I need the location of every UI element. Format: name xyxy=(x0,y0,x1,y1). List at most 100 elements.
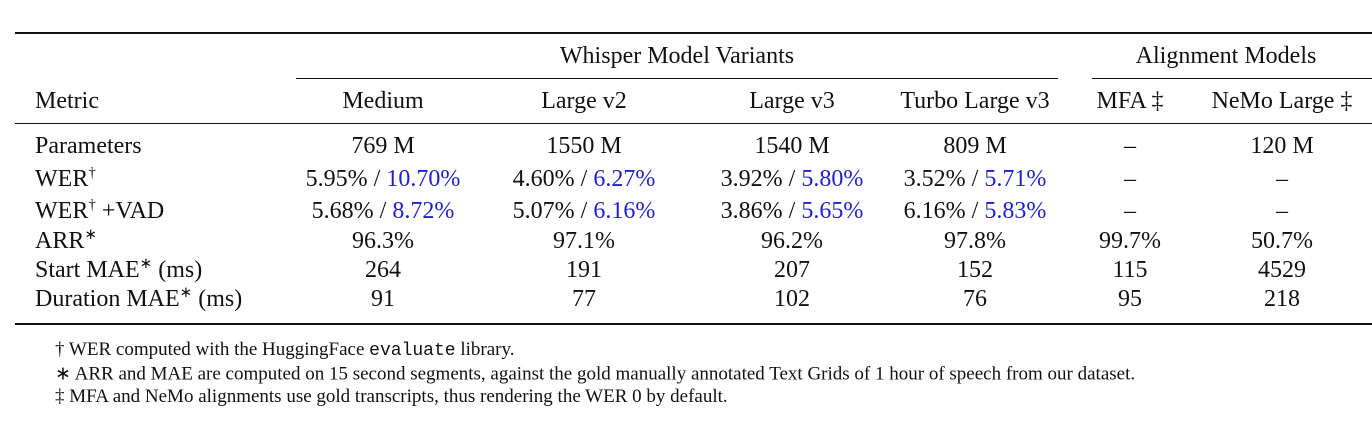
group-header: Whisper Model Variants xyxy=(559,43,795,69)
metric: WER xyxy=(35,198,89,224)
value: 6.16% xyxy=(903,198,966,224)
value-alt: 8.72% xyxy=(392,198,455,224)
column-header: Turbo Large v3 xyxy=(900,88,1050,114)
cell: 97.1% xyxy=(553,228,615,254)
footnote-symbol: ‡ xyxy=(55,386,65,407)
cell: 115 xyxy=(1112,257,1148,283)
footnote-mark: ∗ xyxy=(179,285,193,301)
row-label: ARR∗ xyxy=(35,227,97,255)
code: evaluate xyxy=(369,341,456,361)
separator: / xyxy=(379,198,387,224)
separator: / xyxy=(788,166,796,192)
bottom-rule xyxy=(15,323,1372,325)
value: 5.07% xyxy=(512,198,575,224)
group-rule xyxy=(1092,78,1372,79)
cell: 97.8% xyxy=(944,228,1006,254)
cell: 96.3% xyxy=(352,228,414,254)
value: 5.95% xyxy=(305,166,368,192)
column-header: Medium xyxy=(342,88,424,114)
cell: 3.52%/5.71% xyxy=(904,165,1047,193)
cell: – xyxy=(1124,133,1136,159)
cell: 264 xyxy=(365,257,401,283)
footnote-text: MFA and NeMo alignments use gold transcr… xyxy=(69,386,728,407)
cell: 77 xyxy=(572,286,596,312)
cell: 5.95%/10.70% xyxy=(306,165,461,193)
value-alt: 5.65% xyxy=(801,198,864,224)
value-alt: 6.16% xyxy=(593,198,656,224)
separator: / xyxy=(971,166,979,192)
footnote-symbol: † xyxy=(55,339,65,360)
cell: 769 M xyxy=(351,133,415,159)
cell: 5.68%/8.72% xyxy=(312,197,455,225)
column-header: MFA ‡ xyxy=(1096,88,1164,114)
metric: Duration MAE xyxy=(35,286,180,312)
cell: 6.16%/5.83% xyxy=(904,197,1047,225)
cell: 191 xyxy=(566,257,602,283)
cell: 1550 M xyxy=(546,133,622,159)
footnote-text: WER computed with the HuggingFace xyxy=(68,339,365,360)
footnote: ∗ ARR and MAE are computed on 15 second … xyxy=(55,363,1135,386)
header-rule xyxy=(15,123,1372,124)
cell: 218 xyxy=(1264,286,1300,312)
value: 3.52% xyxy=(903,166,966,192)
cell: 3.86%/5.65% xyxy=(721,197,864,225)
cell: 3.92%/5.80% xyxy=(721,165,864,193)
cell: – xyxy=(1124,166,1136,192)
cell: 4.60%/6.27% xyxy=(513,165,656,193)
cell: 152 xyxy=(957,257,993,283)
footnote-text: ARR and MAE are computed on 15 second se… xyxy=(74,363,1136,385)
value-alt: 5.71% xyxy=(984,166,1047,192)
cell: 91 xyxy=(371,286,395,312)
cell: 96.2% xyxy=(761,228,823,254)
separator: / xyxy=(788,198,796,224)
cell: 207 xyxy=(774,257,810,283)
cell: 1540 M xyxy=(754,133,830,159)
separator: / xyxy=(373,166,381,192)
metric: Parameters xyxy=(35,133,142,159)
cell: – xyxy=(1276,166,1288,192)
value-alt: 10.70% xyxy=(386,166,461,192)
row-label: WER† +VAD xyxy=(35,197,164,225)
row-label: Start MAE∗ (ms) xyxy=(35,256,202,284)
cell: 809 M xyxy=(943,133,1007,159)
cell: 4529 xyxy=(1258,257,1306,283)
row-label: WER† xyxy=(35,165,96,193)
value: 4.60% xyxy=(512,166,575,192)
group-rule xyxy=(296,78,1058,79)
cell: – xyxy=(1276,198,1288,224)
separator: / xyxy=(580,166,588,192)
footnote-text: library. xyxy=(460,339,515,360)
column-header: Large v3 xyxy=(749,88,835,114)
column-header: Metric xyxy=(35,88,99,114)
separator: / xyxy=(580,198,588,224)
metric: ARR xyxy=(35,228,85,254)
footnote: † WER computed with the HuggingFace eval… xyxy=(55,339,515,361)
metric-suffix: (ms) xyxy=(198,286,243,312)
cell: 99.7% xyxy=(1099,228,1161,254)
cell: 5.07%/6.16% xyxy=(513,197,656,225)
value: 3.86% xyxy=(720,198,783,224)
cell: 76 xyxy=(963,286,987,312)
footnote-mark: ∗ xyxy=(139,256,153,272)
value-alt: 6.27% xyxy=(593,166,656,192)
footnote: ‡ MFA and NeMo alignments use gold trans… xyxy=(55,386,728,408)
group-header: Alignment Models xyxy=(1135,43,1317,69)
value-alt: 5.80% xyxy=(801,166,864,192)
column-header: Large v2 xyxy=(541,88,627,114)
column-header: NeMo Large ‡ xyxy=(1211,88,1353,114)
metric-suffix: (ms) xyxy=(158,257,203,283)
cell: 120 M xyxy=(1250,133,1314,159)
footnote-mark: ∗ xyxy=(84,227,97,243)
footnote-mark: † xyxy=(88,165,96,181)
value: 5.68% xyxy=(311,198,374,224)
row-label: Duration MAE∗ (ms) xyxy=(35,285,242,313)
metric-suffix: +VAD xyxy=(101,198,165,224)
cell: 102 xyxy=(774,286,810,312)
value: 3.92% xyxy=(720,166,783,192)
value-alt: 5.83% xyxy=(984,198,1047,224)
top-rule xyxy=(15,32,1372,34)
cell: – xyxy=(1124,198,1136,224)
metric: WER xyxy=(35,166,89,192)
cell: 95 xyxy=(1118,286,1142,312)
